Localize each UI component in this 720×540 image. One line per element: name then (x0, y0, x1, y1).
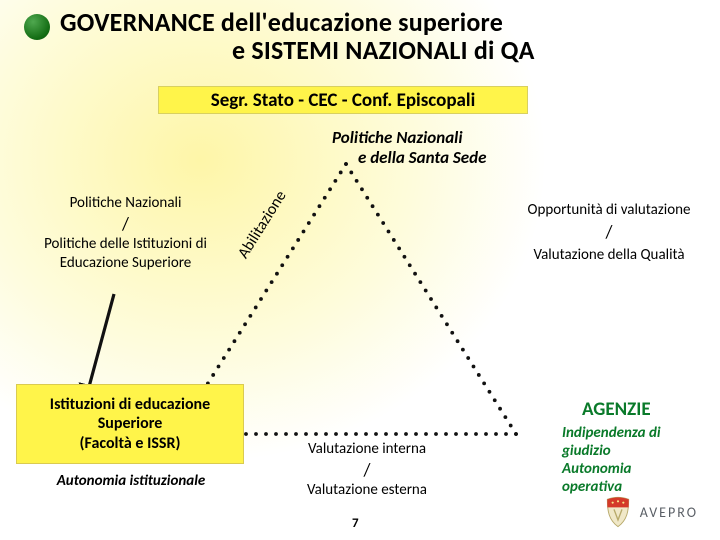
top-banner: Segr. Stato - CEC - Conf. Episcopali (158, 86, 528, 114)
avepro-logo: AVEPRO (604, 496, 698, 528)
right-slash: / (504, 220, 714, 244)
agz-sub1: Indipendenza di (562, 424, 706, 442)
left-policies-row2b: Educazione Superiore (28, 254, 223, 273)
page-number: 7 (352, 516, 359, 531)
slide-title-line2: e SISTEMI NAZIONALI di QA (232, 34, 535, 66)
agz-sub3: Autonomia (562, 460, 706, 478)
institutions-box: Istituzioni di educazione Superiore (Fac… (16, 384, 244, 464)
slide-stage: GOVERNANCE dell'educazione superiore e S… (0, 0, 720, 540)
agenzie-label: AGENZIE (582, 398, 651, 421)
cb-slash: / (276, 459, 458, 482)
center-bottom-eval: Valutazione interna / Valutazione estern… (276, 440, 458, 500)
institutions-line3: (Facoltà e ISSR) (80, 434, 181, 453)
institutions-line2: Superiore (98, 414, 163, 433)
right-eval-row1: Opportunità di valutazione (504, 200, 714, 220)
institutions-line1: Istituzioni di educazione (50, 395, 210, 414)
agz-sub4: operativa (562, 478, 706, 496)
left-policies-block: Politiche Nazionali / Politiche delle Is… (28, 194, 223, 273)
left-policies-row1: Politiche Nazionali (28, 194, 223, 213)
left-policies-row2a: Politiche delle Istituzioni di (28, 235, 223, 254)
cb-row2: Valutazione esterna (276, 481, 458, 500)
agz-sub2: giudizio (562, 442, 706, 460)
right-evaluation-block: Opportunità di valutazione / Valutazione… (504, 200, 714, 265)
left-slash: / (28, 213, 223, 236)
top-banner-text: Segr. Stato - CEC - Conf. Episcopali (211, 89, 476, 112)
cb-row1: Valutazione interna (276, 440, 458, 459)
policies-top-line1: Politiche Nazionali (332, 128, 486, 148)
bullet-dot-icon (24, 14, 50, 40)
autonomy-label: Autonomia istituzionale (26, 472, 236, 490)
agenzie-subtext: Indipendenza di giudizio Autonomia opera… (562, 424, 706, 496)
shield-icon (604, 496, 632, 528)
logo-text: AVEPRO (640, 504, 698, 521)
right-eval-row2: Valutazione della Qualità (504, 245, 714, 265)
